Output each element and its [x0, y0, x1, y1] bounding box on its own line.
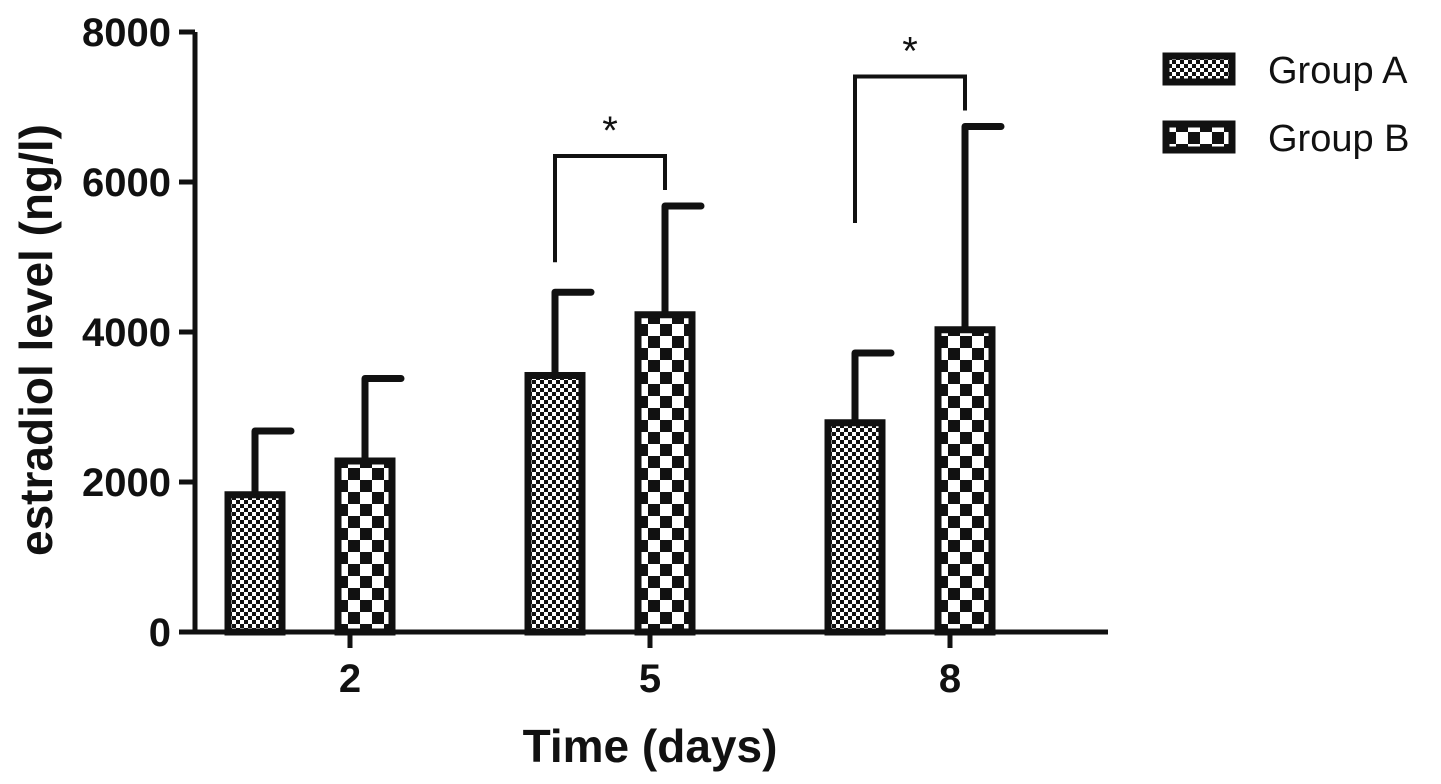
- legend-label-group-b: Group B: [1268, 118, 1410, 160]
- significance-bracket: [853, 74, 967, 223]
- bar-group-b-day-5: [634, 311, 696, 636]
- x-axis-title: Time (days): [523, 720, 778, 772]
- y-axis-title: estradiol level (ng/l): [10, 124, 62, 556]
- significance-label: *: [602, 109, 618, 153]
- y-tick-label: 8000: [82, 11, 171, 55]
- significance-bracket: [553, 154, 667, 263]
- y-tick-label: 6000: [82, 161, 171, 205]
- axes: 0 2000 4000 6000 8000 2 5 8: [82, 11, 1108, 701]
- bar-group-a-day-5: [524, 372, 586, 636]
- y-tick-label: 2000: [82, 461, 171, 505]
- y-tick-label: 4000: [82, 311, 171, 355]
- significance-label: *: [902, 30, 918, 74]
- bar-group-b-day-2: [334, 457, 396, 636]
- legend: Group A Group B: [1162, 50, 1410, 160]
- x-tick-label: 8: [939, 657, 961, 701]
- bar-group-a-day-2: [224, 491, 286, 636]
- legend-swatch-group-a: [1162, 52, 1236, 86]
- x-tick-label: 2: [339, 657, 361, 701]
- plot-area: **: [224, 30, 1005, 636]
- x-tick-label: 5: [639, 657, 661, 701]
- bar-group-a-day-8: [824, 419, 886, 636]
- bar-group-b-day-8: [934, 326, 996, 636]
- legend-swatch-group-b: [1162, 120, 1236, 154]
- legend-label-group-a: Group A: [1268, 50, 1408, 92]
- y-tick-label: 0: [149, 611, 171, 655]
